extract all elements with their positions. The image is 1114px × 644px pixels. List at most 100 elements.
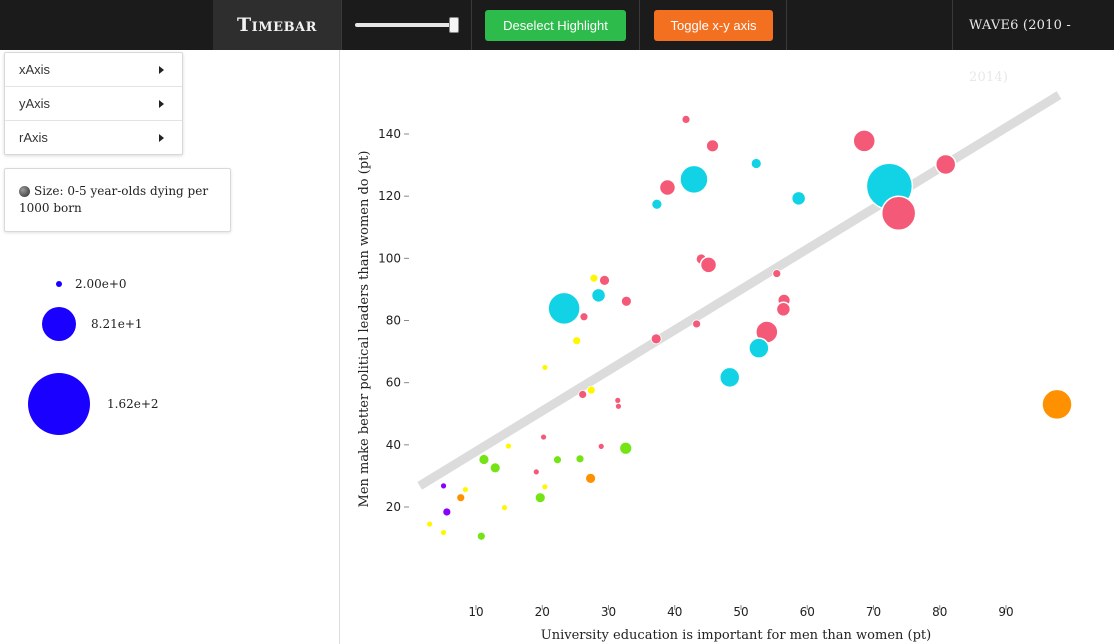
data-point-41[interactable] xyxy=(489,462,501,474)
data-point-14[interactable] xyxy=(589,273,599,283)
data-point-46[interactable] xyxy=(541,483,549,491)
data-point-24[interactable] xyxy=(650,333,662,345)
x-axis: 10 20 30 40 50 60 70 80 90 xyxy=(468,605,1014,619)
menu-item-yaxis[interactable]: yAxis xyxy=(5,87,182,121)
menu-item-label: xAxis xyxy=(19,62,51,77)
caret-right-icon xyxy=(159,66,164,74)
data-point-42[interactable] xyxy=(532,468,540,476)
y-axis: 20 40 60 80 100 120 140 xyxy=(378,127,409,514)
data-point-17[interactable] xyxy=(620,295,632,307)
data-point-10[interactable] xyxy=(651,198,663,210)
top-bar-divider xyxy=(341,0,342,50)
data-point-0[interactable] xyxy=(681,114,691,124)
size-legend-circle-small xyxy=(56,281,62,287)
size-legend-label-large: 1.62e+2 xyxy=(107,397,159,411)
data-point-33[interactable] xyxy=(615,402,622,410)
data-point-4[interactable] xyxy=(679,164,709,195)
data-point-53[interactable] xyxy=(476,531,486,541)
scatter-chart: 20 40 60 80 100 120 140 10 20 30 40 50 60 70 80 90 Uni… xyxy=(357,91,1073,643)
menu-item-xaxis[interactable]: xAxis xyxy=(5,53,182,87)
x-axis-title: University education is important for me… xyxy=(541,628,931,643)
x-tick-label: 40 xyxy=(667,605,682,619)
size-legend-label-small: 2.00e+0 xyxy=(75,277,127,291)
x-tick-label: 50 xyxy=(733,605,748,619)
y-tick-label: 20 xyxy=(386,500,401,514)
menu-item-label: yAxis xyxy=(19,96,51,111)
y-tick-label: 120 xyxy=(378,189,401,203)
points-layer xyxy=(426,114,1073,541)
data-point-30[interactable] xyxy=(586,385,596,395)
panel-divider xyxy=(339,50,340,644)
x-tick-label: 70 xyxy=(866,605,881,619)
trend-line xyxy=(417,91,1062,490)
x-tick-label: 30 xyxy=(601,605,616,619)
deselect-highlight-button[interactable]: Deselect Highlight xyxy=(485,10,626,41)
top-bar-divider xyxy=(786,0,787,50)
size-legend-label-medium: 8.21e+1 xyxy=(91,317,143,331)
wave-label: WAVE6 (2010 - 2014) xyxy=(969,18,1072,85)
top-bar-divider xyxy=(952,0,953,50)
size-legend-box: Size: 0-5 year-olds dying per 1000 born xyxy=(4,168,231,232)
data-point-50[interactable] xyxy=(442,507,452,517)
data-point-22[interactable] xyxy=(692,319,702,329)
data-point-31[interactable] xyxy=(578,390,588,399)
top-bar-divider xyxy=(639,0,640,50)
data-point-51[interactable] xyxy=(426,520,434,528)
data-point-39[interactable] xyxy=(553,455,562,465)
x-tick-label: 20 xyxy=(535,605,550,619)
data-point-37[interactable] xyxy=(619,441,633,455)
top-bar-divider xyxy=(471,0,472,50)
data-point-26[interactable] xyxy=(748,337,770,359)
data-point-9[interactable] xyxy=(790,190,807,207)
data-point-28[interactable] xyxy=(718,366,741,389)
time-slider-thumb[interactable] xyxy=(449,17,459,33)
top-bar: Timebar Deselect Highlight Toggle x-y ax… xyxy=(0,0,1114,85)
data-point-25[interactable] xyxy=(572,336,582,346)
data-point-49[interactable] xyxy=(501,504,508,512)
y-axis-title: Men make better political leaders than w… xyxy=(357,151,372,508)
data-point-38[interactable] xyxy=(478,454,490,465)
time-slider[interactable] xyxy=(355,17,459,33)
x-tick-label: 80 xyxy=(932,605,947,619)
data-point-36[interactable] xyxy=(597,442,605,450)
data-point-20[interactable] xyxy=(547,291,581,326)
data-point-34[interactable] xyxy=(540,433,547,441)
data-point-40[interactable] xyxy=(575,454,585,464)
toggle-xy-axis-button[interactable]: Toggle x-y axis xyxy=(654,10,773,41)
data-point-1[interactable] xyxy=(706,139,719,153)
axis-menu: xAxis yAxis rAxis xyxy=(4,52,183,155)
data-point-45[interactable] xyxy=(462,486,469,493)
data-point-15[interactable] xyxy=(599,275,610,286)
data-point-48[interactable] xyxy=(534,492,546,504)
data-point-19[interactable] xyxy=(775,301,792,318)
time-slider-track[interactable] xyxy=(355,23,455,27)
data-point-35[interactable] xyxy=(505,442,512,450)
data-point-8[interactable] xyxy=(880,195,917,232)
size-legend-circle-medium xyxy=(42,307,76,341)
menu-item-raxis[interactable]: rAxis xyxy=(5,121,182,155)
circle-icon xyxy=(19,186,30,197)
y-tick-label: 40 xyxy=(386,438,401,452)
y-tick-label: 140 xyxy=(378,127,401,141)
data-point-52[interactable] xyxy=(440,529,447,536)
data-point-12[interactable] xyxy=(699,256,718,274)
menu-item-label: rAxis xyxy=(19,130,48,145)
data-point-2[interactable] xyxy=(852,129,876,153)
data-point-13[interactable] xyxy=(772,269,782,278)
x-tick-label: 10 xyxy=(468,605,483,619)
x-tick-label: 60 xyxy=(800,605,815,619)
data-point-32[interactable] xyxy=(614,396,622,404)
y-tick-label: 60 xyxy=(386,376,401,390)
size-legend-title: Size: 0-5 year-olds dying per 1000 born xyxy=(19,184,209,215)
data-point-47[interactable] xyxy=(456,493,466,503)
data-point-16[interactable] xyxy=(590,287,607,304)
data-point-6[interactable] xyxy=(934,153,957,176)
data-point-27[interactable] xyxy=(541,364,549,371)
data-point-43[interactable] xyxy=(585,473,597,484)
data-point-5[interactable] xyxy=(658,178,677,197)
data-point-3[interactable] xyxy=(750,158,762,169)
caret-right-icon xyxy=(159,134,164,142)
data-point-29[interactable] xyxy=(1041,388,1073,421)
data-point-44[interactable] xyxy=(440,482,447,490)
data-point-21[interactable] xyxy=(579,312,589,322)
